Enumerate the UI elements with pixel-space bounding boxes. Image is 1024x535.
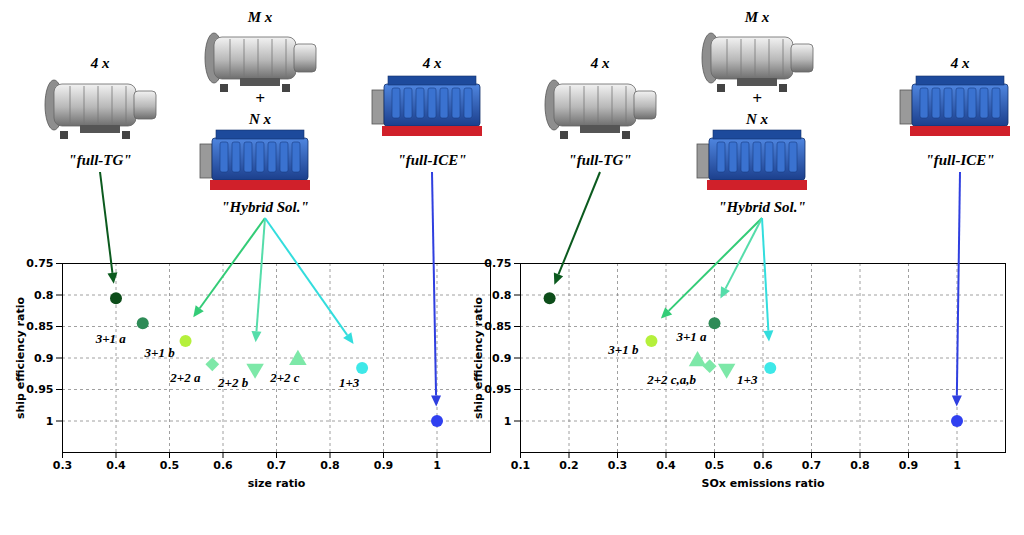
svg-text:0.3: 0.3 [53, 459, 73, 472]
svg-text:3+1 a: 3+1 a [95, 331, 127, 346]
svg-text:0.85: 0.85 [484, 320, 511, 333]
svg-text:3+1 b: 3+1 b [143, 345, 175, 360]
svg-text:0.5: 0.5 [705, 459, 725, 472]
svg-text:0.9: 0.9 [34, 352, 54, 365]
svg-text:+: + [255, 89, 265, 108]
svg-text:"full-ICE": "full-ICE" [925, 152, 994, 168]
svg-text:4 x: 4 x [950, 55, 970, 71]
svg-text:"full-ICE": "full-ICE" [397, 152, 466, 168]
svg-text:0.8: 0.8 [34, 289, 54, 302]
svg-text:1: 1 [433, 459, 441, 472]
svg-text:3+1 a: 3+1 a [675, 329, 707, 344]
svg-text:1: 1 [46, 415, 54, 428]
svg-text:0.9: 0.9 [899, 459, 919, 472]
svg-text:M x: M x [744, 9, 770, 25]
svg-text:0.9: 0.9 [374, 459, 394, 472]
svg-text:0.5: 0.5 [160, 459, 180, 472]
svg-text:4 x: 4 x [422, 55, 442, 71]
svg-text:0.8: 0.8 [850, 459, 870, 472]
svg-text:M x: M x [247, 9, 273, 25]
svg-text:0.85: 0.85 [26, 320, 53, 333]
svg-text:2+2 a: 2+2 a [169, 370, 201, 385]
svg-text:0.3: 0.3 [608, 459, 628, 472]
svg-text:"Hybrid Sol.": "Hybrid Sol." [718, 199, 806, 215]
svg-text:0.7: 0.7 [802, 459, 822, 472]
svg-text:SOx emissions ratio: SOx emissions ratio [702, 477, 825, 490]
svg-text:2+2 c: 2+2 c [269, 370, 300, 385]
svg-text:size ratio: size ratio [248, 477, 306, 490]
svg-text:+: + [752, 89, 762, 108]
svg-text:0.7: 0.7 [267, 459, 287, 472]
svg-text:0.75: 0.75 [26, 257, 53, 270]
svg-text:"Hybrid Sol.": "Hybrid Sol." [221, 199, 309, 215]
svg-text:2+2 b: 2+2 b [217, 375, 249, 390]
svg-text:1: 1 [953, 459, 961, 472]
svg-text:"full-TG": "full-TG" [68, 152, 131, 168]
svg-text:1: 1 [504, 415, 512, 428]
svg-text:0.9: 0.9 [492, 352, 512, 365]
svg-text:3+1 b: 3+1 b [607, 342, 639, 357]
svg-text:N x: N x [745, 111, 769, 127]
svg-text:ship efficiency ratio: ship efficiency ratio [14, 297, 27, 420]
svg-text:0.4: 0.4 [656, 459, 676, 472]
svg-text:2+2 c,a,b: 2+2 c,a,b [646, 372, 696, 387]
svg-text:0.95: 0.95 [26, 383, 53, 396]
svg-text:4 x: 4 x [90, 55, 110, 71]
svg-text:1+3: 1+3 [737, 372, 758, 387]
svg-text:0.6: 0.6 [753, 459, 773, 472]
svg-text:0.8: 0.8 [492, 289, 512, 302]
svg-text:1+3: 1+3 [339, 375, 360, 390]
svg-text:0.2: 0.2 [559, 459, 579, 472]
svg-text:ship efficiency ratio: ship efficiency ratio [472, 297, 485, 420]
svg-text:0.1: 0.1 [511, 459, 531, 472]
svg-text:0.95: 0.95 [484, 383, 511, 396]
svg-text:4 x: 4 x [590, 55, 610, 71]
svg-text:0.4: 0.4 [106, 459, 126, 472]
svg-text:0.6: 0.6 [213, 459, 233, 472]
svg-text:"full-TG": "full-TG" [568, 152, 631, 168]
svg-text:0.75: 0.75 [484, 257, 511, 270]
svg-text:N x: N x [248, 111, 272, 127]
svg-text:0.8: 0.8 [320, 459, 340, 472]
